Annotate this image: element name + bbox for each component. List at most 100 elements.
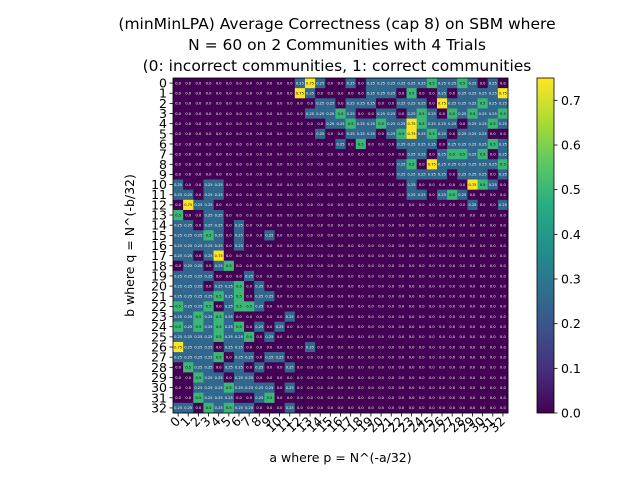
cell-value-label: 0.0: [317, 284, 323, 288]
heatmap-cell: [304, 189, 316, 201]
heatmap-cell: [223, 372, 235, 383]
heatmap-cell: [193, 118, 204, 130]
cell-value-label: 0.0: [196, 406, 202, 410]
heatmap-cell: [173, 149, 184, 160]
cell-value-label: 0.0: [287, 142, 293, 146]
cell-value-label: 0.0: [368, 183, 374, 187]
heatmap-cell: [203, 382, 214, 393]
heatmap-cell: [426, 362, 438, 373]
heatmap-cell: [183, 311, 194, 322]
heatmap-cell: [436, 169, 448, 180]
cell-value-label: 0.0: [459, 386, 465, 390]
heatmap-cell: [213, 301, 225, 312]
heatmap-cell: [203, 138, 214, 150]
heatmap-cell: [213, 352, 225, 363]
cell-value-label: 0.0: [449, 406, 455, 410]
cell-value-label: 0.0: [388, 335, 394, 339]
cell-value-label: 0.0: [175, 81, 181, 85]
heatmap-cell: [345, 149, 357, 160]
cell-value-label: 0.75: [408, 132, 416, 136]
heatmap-cell: [386, 98, 397, 109]
heatmap-cell: [304, 230, 316, 241]
cell-value-label: 0.25: [448, 122, 456, 126]
heatmap-cell: [457, 108, 468, 119]
heatmap-cell: [386, 220, 397, 231]
cell-value-label: 0.0: [358, 224, 364, 228]
cell-value-label: 0.25: [458, 163, 466, 167]
cell-value-label: 0.0: [297, 264, 303, 268]
heatmap-cell: [416, 372, 428, 383]
heatmap-cell: [183, 220, 194, 231]
heatmap-cell: [406, 250, 417, 262]
cell-value-label: 0.25: [286, 406, 294, 410]
cell-value-label: 0.0: [419, 295, 425, 299]
heatmap-cell: [254, 281, 265, 292]
cell-value-label: 0.0: [297, 173, 303, 177]
cell-value-label: 0.75: [468, 183, 476, 187]
cell-value-label: 0.0: [409, 305, 415, 309]
cell-value-label: 0.0: [287, 112, 293, 116]
heatmap-cell: [355, 291, 367, 302]
cell-value-label: 0.5: [196, 396, 202, 400]
cell-value-label: 0.0: [399, 355, 405, 359]
cell-value-label: 0.0: [277, 284, 283, 288]
cell-value-label: 0.0: [256, 355, 262, 359]
cell-value-label: 0.25: [458, 142, 466, 146]
heatmap-cell: [223, 341, 235, 353]
heatmap-cell: [335, 352, 346, 363]
heatmap-cell: [497, 199, 509, 211]
heatmap-cell: [264, 372, 275, 383]
cell-value-label: 0.0: [500, 183, 506, 187]
heatmap-cell: [173, 230, 184, 241]
cell-value-label: 0.0: [378, 254, 384, 258]
cell-value-label: 0.0: [297, 152, 303, 156]
heatmap-cell: [447, 392, 458, 404]
heatmap-cell: [325, 382, 336, 393]
cell-value-label: 0.0: [419, 335, 425, 339]
heatmap-cell: [193, 331, 204, 343]
cell-value-label: 0.0: [368, 193, 374, 197]
cell-value-label: 0.0: [317, 325, 323, 329]
cell-value-label: 0.5: [175, 305, 181, 309]
cell-value-label: 0.25: [438, 122, 446, 126]
heatmap-cell: [396, 199, 407, 211]
cell-value-label: 0.0: [419, 366, 425, 370]
heatmap-cell: [345, 159, 357, 170]
cell-value-label: 0.0: [196, 81, 202, 85]
heatmap-cell: [254, 240, 265, 251]
heatmap-cell: [355, 108, 367, 119]
heatmap-cell: [457, 138, 468, 150]
cell-value-label: 0.0: [256, 254, 262, 258]
cell-value-label: 0.25: [286, 315, 294, 319]
cell-value-label: 0.25: [265, 355, 273, 359]
cell-value-label: 0.0: [399, 315, 405, 319]
heatmap-cell: [274, 311, 285, 322]
cell-value-label: 0.25: [306, 345, 314, 349]
cell-value-label: 0.0: [267, 122, 273, 126]
heatmap-cell: [294, 331, 306, 343]
heatmap-cell: [376, 199, 387, 211]
cell-value-label: 0.0: [358, 366, 364, 370]
y-tick-label: 2: [159, 96, 167, 111]
cell-value-label: 0.0: [439, 305, 445, 309]
cell-value-label: 0.25: [184, 406, 192, 410]
cell-value-label: 0.0: [449, 355, 455, 359]
heatmap-cell: [264, 341, 275, 353]
heatmap-cell: [447, 382, 458, 393]
cell-value-label: 0.25: [194, 284, 202, 288]
cell-value-label: 0.0: [338, 264, 344, 268]
cell-value-label: 0.0: [277, 305, 283, 309]
cell-value-label: 0.0: [419, 264, 425, 268]
heatmap-cell: [467, 392, 478, 404]
heatmap-cell: [284, 220, 296, 231]
cell-value-label: 0.0: [246, 142, 252, 146]
colorbar-tick-label: 0.2: [561, 316, 581, 331]
cell-value-label: 0.0: [226, 183, 232, 187]
heatmap-cell: [183, 138, 194, 150]
heatmap-cell: [447, 372, 458, 383]
cell-value-label: 0.0: [267, 264, 273, 268]
cell-value-label: 0.0: [216, 163, 222, 167]
cell-value-label: 0.0: [409, 295, 415, 299]
cell-value-label: 0.0: [297, 396, 303, 400]
cell-value-label: 0.0: [297, 193, 303, 197]
